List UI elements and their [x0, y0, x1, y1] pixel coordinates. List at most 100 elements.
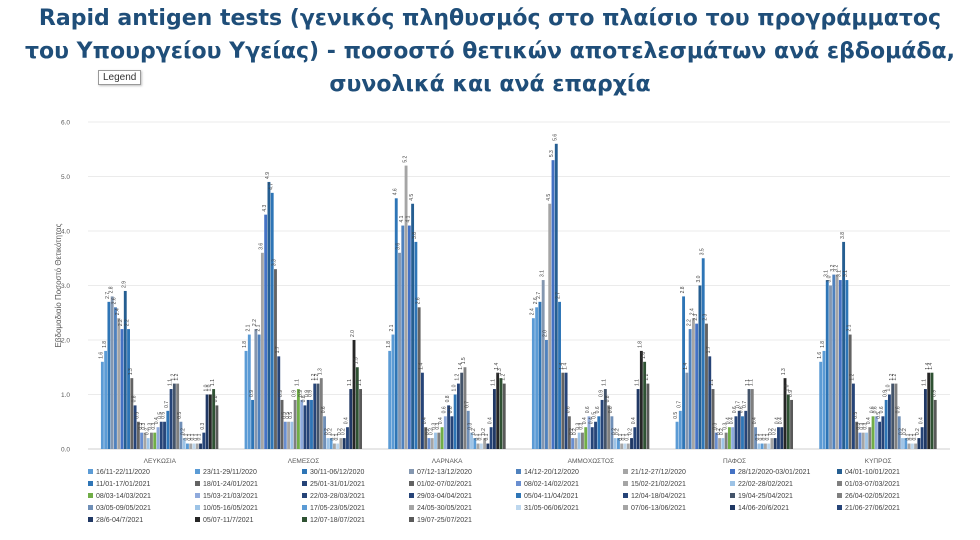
bar	[855, 421, 859, 449]
bar	[473, 438, 477, 449]
bar	[617, 438, 620, 449]
bar	[620, 443, 624, 449]
data-label: 1.4	[562, 363, 568, 370]
bar	[724, 432, 728, 449]
data-label: 0.2	[902, 428, 908, 435]
data-label: 0.2	[337, 428, 343, 435]
bar	[848, 334, 852, 449]
bar	[460, 372, 464, 449]
legend-swatch	[516, 505, 521, 510]
bar	[189, 443, 193, 449]
data-label: 1.8	[820, 341, 826, 348]
bar	[538, 301, 542, 449]
legend-label: 17/05-23/05/2021	[310, 505, 365, 512]
data-label: 1.1	[491, 379, 497, 386]
data-label: 2.8	[680, 286, 686, 293]
category-label: ΚΥΠΡΟΣ	[865, 458, 892, 465]
data-label: 0.2	[340, 428, 346, 435]
y-tick-label: 0.0	[61, 447, 70, 454]
data-label: 0.3	[200, 422, 206, 429]
bar	[607, 405, 611, 449]
data-label: 1.7	[706, 346, 712, 353]
data-label: 2.6	[112, 297, 118, 304]
data-label: 0.1	[758, 433, 764, 440]
data-label: 0.4	[729, 417, 735, 424]
bar	[626, 443, 630, 449]
bar	[741, 416, 744, 449]
category-label: ΛΑΡΝΑΚΑ	[432, 458, 463, 465]
bar	[264, 214, 268, 449]
legend-swatch	[730, 481, 735, 486]
bar	[714, 432, 718, 449]
bar	[819, 361, 823, 449]
bar	[257, 334, 261, 449]
bar	[100, 361, 104, 449]
bar	[394, 198, 398, 449]
data-label: 4.3	[262, 204, 268, 211]
data-label: 0.6	[739, 406, 745, 413]
data-label: 0.3	[713, 422, 719, 429]
bar	[208, 394, 212, 449]
legend-label: 15/03-21/03/2021	[203, 493, 258, 500]
data-label: 2.4	[530, 308, 536, 315]
legend-label: 01/03-07/03/2021	[845, 481, 900, 488]
data-label: 0.3	[722, 422, 728, 429]
data-label: 3.8	[412, 232, 418, 239]
bar	[195, 443, 199, 449]
bar	[398, 252, 401, 449]
data-label: 0.4	[752, 417, 758, 424]
legend-swatch	[516, 481, 521, 486]
data-label: 2.6	[533, 297, 539, 304]
data-label: 0.4	[344, 417, 350, 424]
bar	[130, 378, 134, 449]
bar	[110, 296, 114, 449]
data-label: 2.1	[246, 324, 252, 331]
legend-label: 01/02-07/02/2021	[417, 481, 472, 488]
data-label: 4.5	[546, 194, 552, 201]
bar	[466, 410, 470, 449]
bar	[133, 405, 137, 449]
data-label: 1.3	[497, 368, 503, 375]
data-label: 0.9	[304, 390, 310, 397]
data-label: 0.9	[931, 390, 937, 397]
bar	[564, 372, 568, 449]
legend-label: 03/05-09/05/2021	[96, 505, 151, 512]
data-label: 0.7	[742, 401, 748, 408]
data-label: 0.4	[726, 417, 732, 424]
data-label: 1.4	[683, 363, 689, 370]
bar	[587, 416, 591, 449]
bar	[247, 334, 251, 449]
bar	[313, 383, 317, 449]
data-label: 0.1	[193, 433, 199, 440]
data-label: 0.6	[595, 406, 601, 413]
bar	[541, 280, 545, 449]
chart-title: Rapid antigen tests (γενικός πληθυσμός σ…	[25, 6, 955, 97]
legend-label: 05/04-11/04/2021	[524, 493, 578, 500]
bar	[780, 427, 784, 449]
data-label: 2.3	[693, 313, 699, 320]
data-label: 0.1	[484, 433, 490, 440]
legend-swatch	[302, 469, 307, 474]
data-label: 2.6	[415, 297, 421, 304]
bar	[316, 383, 320, 449]
y-tick-label: 1.0	[61, 392, 70, 399]
data-label: 2.7	[536, 292, 542, 299]
bar	[770, 438, 774, 449]
bar	[718, 438, 722, 449]
bar	[874, 416, 878, 449]
bar	[417, 307, 421, 449]
bar	[492, 389, 496, 449]
data-label: 1.2	[455, 373, 461, 380]
data-label: 1.1	[748, 379, 754, 386]
y-tick-label: 3.0	[61, 283, 70, 290]
legend-swatch	[409, 493, 414, 498]
bar	[851, 383, 855, 449]
bar	[296, 389, 300, 449]
bar	[881, 416, 885, 449]
legend-label: 24/05-30/05/2021	[417, 505, 472, 512]
bar	[300, 399, 304, 449]
bar	[420, 372, 424, 449]
bar	[215, 405, 219, 449]
legend-label: 11/01-17/01/2021	[96, 481, 150, 488]
